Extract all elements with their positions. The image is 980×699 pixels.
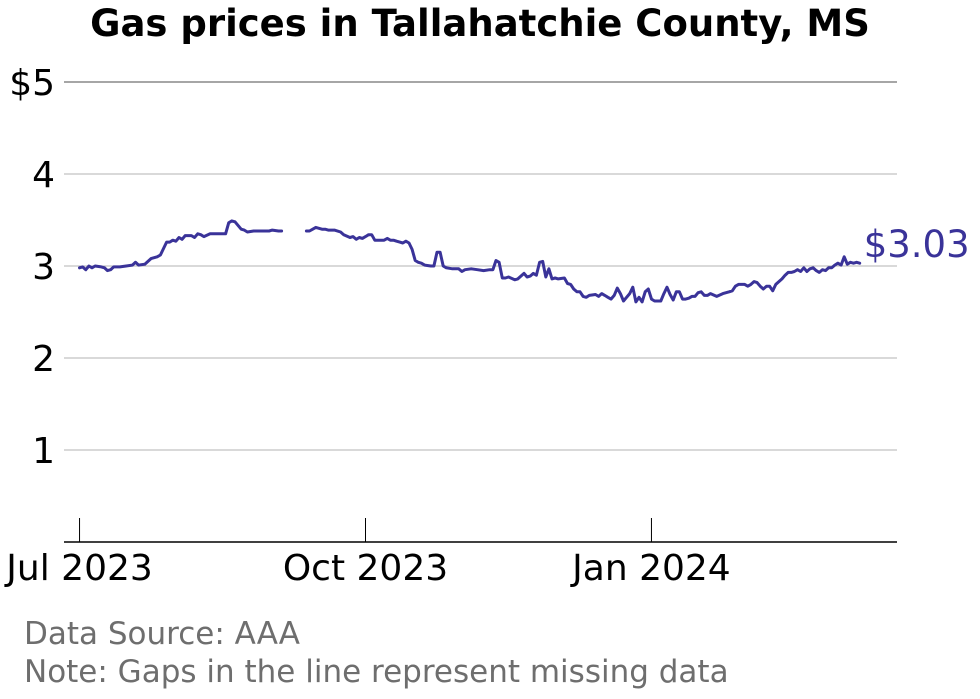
missing-data-note: Note: Gaps in the line represent missing… xyxy=(24,654,729,690)
y-axis-ticks: 1 2 3 4 $5 xyxy=(9,63,55,472)
x-tick-label-2: Jan 2024 xyxy=(570,548,731,589)
x-tick-label-0: Jul 2023 xyxy=(4,548,153,589)
end-value-label: $3.03 xyxy=(864,223,970,266)
price-series xyxy=(78,219,862,304)
y-tick-label-2: 2 xyxy=(32,339,55,380)
y-tick-label-4: 4 xyxy=(32,155,55,196)
price-line-segment-1 xyxy=(78,219,284,273)
gridlines xyxy=(64,81,897,451)
y-tick-label-3: 3 xyxy=(32,247,55,288)
end-label-group: $3.03 xyxy=(864,223,970,266)
data-source-note: Data Source: AAA xyxy=(24,616,300,652)
price-line-segment-2 xyxy=(304,225,862,304)
chart-title: Gas prices in Tallahatchie County, MS xyxy=(90,2,870,45)
y-tick-label-1: 1 xyxy=(32,431,55,472)
x-tick-label-1: Oct 2023 xyxy=(283,548,448,589)
y-tick-label-5: $5 xyxy=(9,63,55,104)
x-axis: Jul 2023 Oct 2023 Jan 2024 xyxy=(4,518,897,589)
